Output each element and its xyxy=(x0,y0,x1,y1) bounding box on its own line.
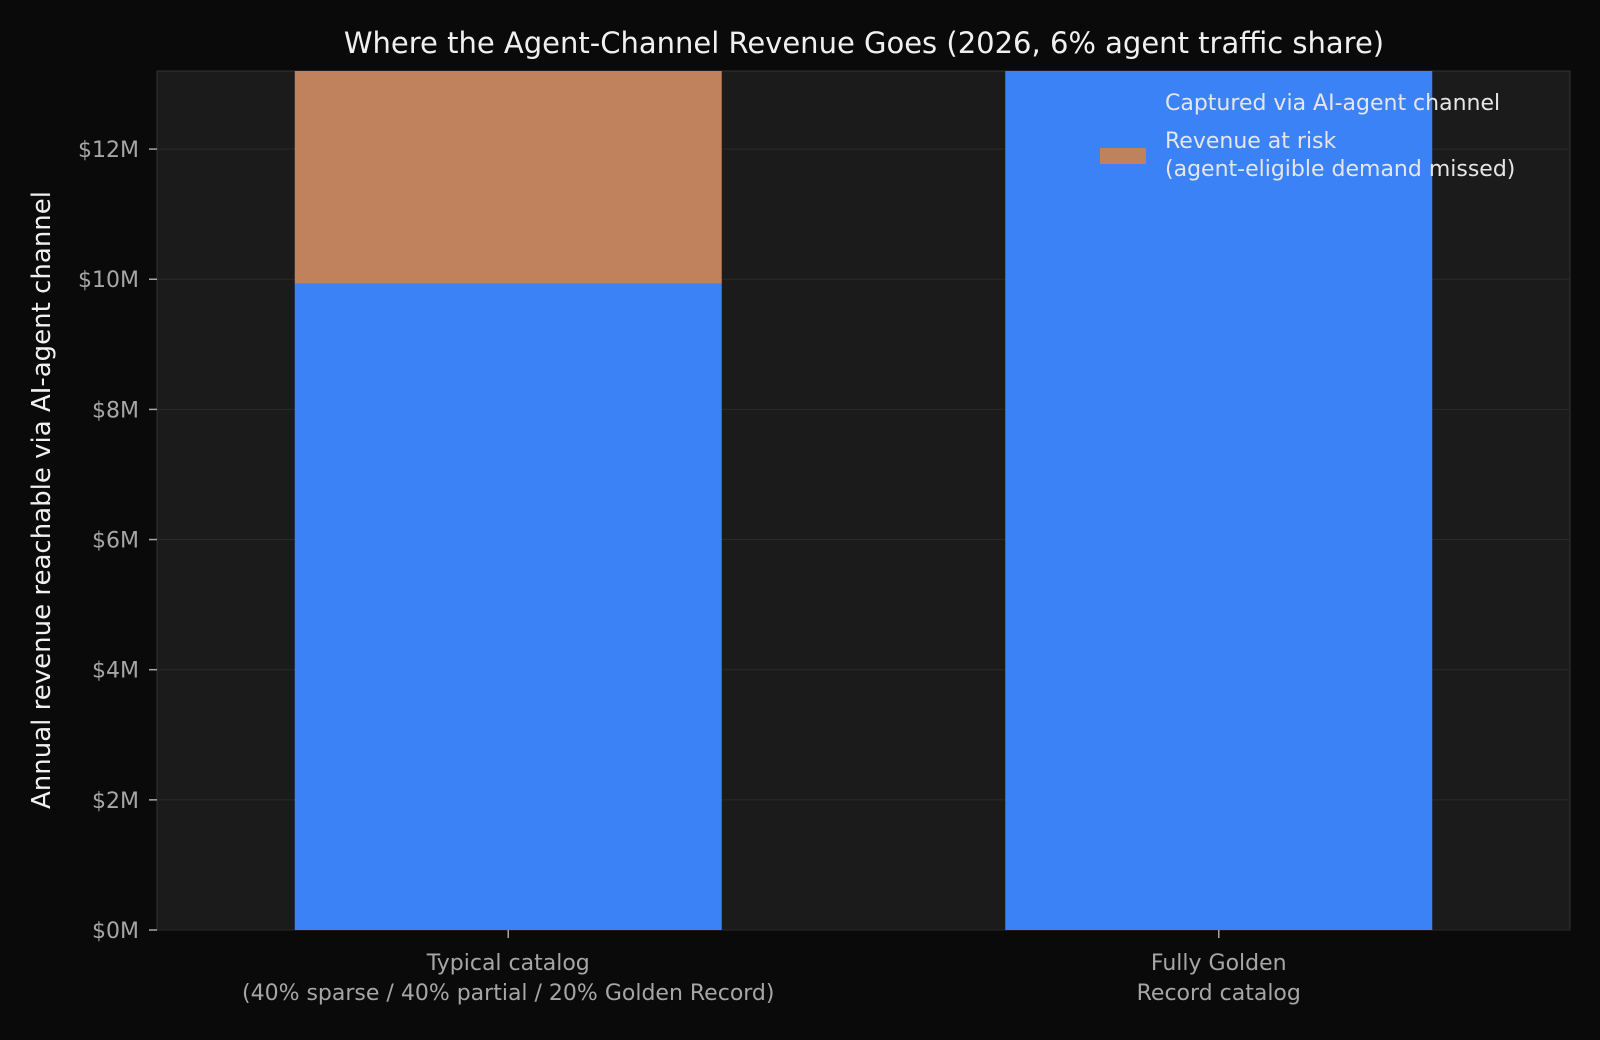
y-tick-label: $12M xyxy=(78,138,139,163)
y-tick-label: $6M xyxy=(92,529,139,554)
chart-title: Where the Agent-Channel Revenue Goes (20… xyxy=(344,26,1384,60)
bar-captured xyxy=(294,283,722,930)
y-axis-label: Annual revenue reachable via AI-agent ch… xyxy=(27,191,57,809)
bar-captured xyxy=(1005,71,1433,930)
x-tick-label: Typical catalog (40% sparse / 40% partial… xyxy=(242,951,774,1006)
y-tick-label: $0M xyxy=(92,919,139,944)
y-tick-label: $8M xyxy=(92,398,139,423)
legend-entry: Captured via AI-agent channel xyxy=(1165,91,1500,116)
legend-entry: Revenue at risk (agent-eligible demand mi… xyxy=(1165,129,1515,182)
y-tick-label: $2M xyxy=(92,789,139,814)
legend: Captured via AI-agent channel Revenue at … xyxy=(1100,91,1515,182)
y-tick-label: $4M xyxy=(92,659,139,684)
plot-area: $0M $2M $4M $6M $8M $10M $12M Typical catalog (4… xyxy=(78,70,1571,1006)
y-tick-label: $10M xyxy=(78,268,139,293)
bar-at-risk xyxy=(294,71,722,284)
x-tick-label: Fully Golden Record catalog xyxy=(1137,951,1301,1006)
legend-swatch xyxy=(1100,148,1146,164)
